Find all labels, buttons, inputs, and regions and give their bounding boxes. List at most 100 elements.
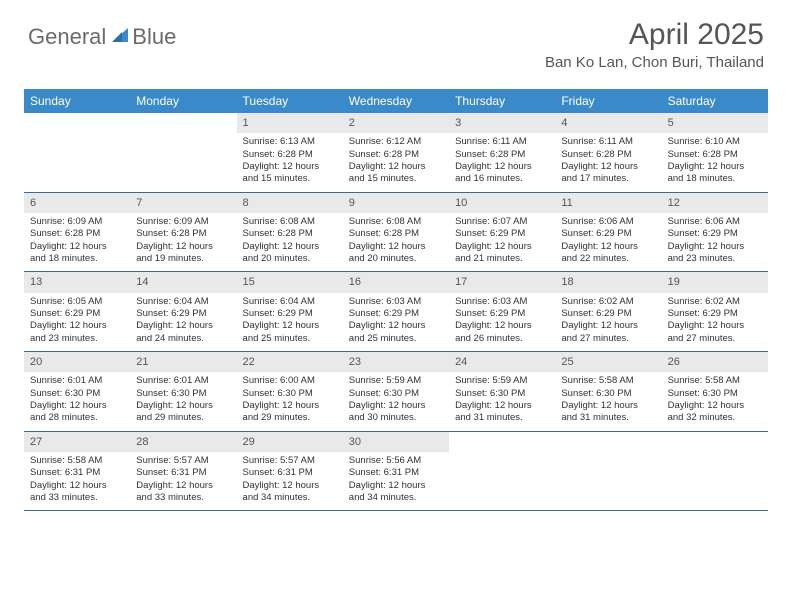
sunset-text: Sunset: 6:28 PM bbox=[349, 149, 443, 161]
day-cell: 11Sunrise: 6:06 AMSunset: 6:29 PMDayligh… bbox=[555, 193, 661, 272]
sunset-text: Sunset: 6:31 PM bbox=[30, 467, 124, 479]
sunrise-text: Sunrise: 5:59 AM bbox=[349, 375, 443, 387]
day-cell: 17Sunrise: 6:03 AMSunset: 6:29 PMDayligh… bbox=[449, 272, 555, 351]
sunset-text: Sunset: 6:29 PM bbox=[30, 308, 124, 320]
sunset-text: Sunset: 6:29 PM bbox=[561, 228, 655, 240]
sunrise-text: Sunrise: 6:02 AM bbox=[561, 296, 655, 308]
day-body: Sunrise: 6:06 AMSunset: 6:29 PMDaylight:… bbox=[662, 213, 768, 271]
day-number: 29 bbox=[237, 432, 343, 452]
day-number: 6 bbox=[24, 193, 130, 213]
sunset-text: Sunset: 6:30 PM bbox=[243, 388, 337, 400]
day-number: 1 bbox=[237, 113, 343, 133]
day-cell: 21Sunrise: 6:01 AMSunset: 6:30 PMDayligh… bbox=[130, 352, 236, 431]
day-body: Sunrise: 6:06 AMSunset: 6:29 PMDaylight:… bbox=[555, 213, 661, 271]
weekday-sun: Sunday bbox=[24, 89, 130, 113]
day-number: 20 bbox=[24, 352, 130, 372]
day-cell: 15Sunrise: 6:04 AMSunset: 6:29 PMDayligh… bbox=[237, 272, 343, 351]
page-title: April 2025 bbox=[545, 18, 764, 52]
sunrise-text: Sunrise: 6:01 AM bbox=[136, 375, 230, 387]
daylight-text: Daylight: 12 hours and 29 minutes. bbox=[243, 400, 337, 425]
day-number bbox=[449, 432, 555, 452]
day-body: Sunrise: 6:01 AMSunset: 6:30 PMDaylight:… bbox=[24, 372, 130, 430]
sunrise-text: Sunrise: 6:09 AM bbox=[30, 216, 124, 228]
weekday-tue: Tuesday bbox=[237, 89, 343, 113]
sunset-text: Sunset: 6:30 PM bbox=[455, 388, 549, 400]
week-row: 27Sunrise: 5:58 AMSunset: 6:31 PMDayligh… bbox=[24, 432, 768, 512]
day-cell bbox=[449, 432, 555, 511]
day-cell bbox=[662, 432, 768, 511]
weekday-fri: Friday bbox=[555, 89, 661, 113]
day-body: Sunrise: 6:07 AMSunset: 6:29 PMDaylight:… bbox=[449, 213, 555, 271]
sunset-text: Sunset: 6:28 PM bbox=[349, 228, 443, 240]
sunrise-text: Sunrise: 5:57 AM bbox=[136, 455, 230, 467]
daylight-text: Daylight: 12 hours and 21 minutes. bbox=[455, 241, 549, 266]
day-number: 13 bbox=[24, 272, 130, 292]
daylight-text: Daylight: 12 hours and 15 minutes. bbox=[243, 161, 337, 186]
sunset-text: Sunset: 6:28 PM bbox=[30, 228, 124, 240]
day-body: Sunrise: 6:03 AMSunset: 6:29 PMDaylight:… bbox=[449, 293, 555, 351]
day-cell: 10Sunrise: 6:07 AMSunset: 6:29 PMDayligh… bbox=[449, 193, 555, 272]
sunset-text: Sunset: 6:29 PM bbox=[561, 308, 655, 320]
day-number: 16 bbox=[343, 272, 449, 292]
day-cell: 1Sunrise: 6:13 AMSunset: 6:28 PMDaylight… bbox=[237, 113, 343, 192]
day-number: 14 bbox=[130, 272, 236, 292]
sunset-text: Sunset: 6:30 PM bbox=[668, 388, 762, 400]
day-number: 4 bbox=[555, 113, 661, 133]
daylight-text: Daylight: 12 hours and 26 minutes. bbox=[455, 320, 549, 345]
day-cell: 6Sunrise: 6:09 AMSunset: 6:28 PMDaylight… bbox=[24, 193, 130, 272]
day-number: 27 bbox=[24, 432, 130, 452]
sunset-text: Sunset: 6:28 PM bbox=[455, 149, 549, 161]
day-body: Sunrise: 6:03 AMSunset: 6:29 PMDaylight:… bbox=[343, 293, 449, 351]
sunset-text: Sunset: 6:28 PM bbox=[243, 228, 337, 240]
day-body bbox=[662, 452, 768, 510]
day-body: Sunrise: 5:58 AMSunset: 6:30 PMDaylight:… bbox=[555, 372, 661, 430]
daylight-text: Daylight: 12 hours and 18 minutes. bbox=[668, 161, 762, 186]
day-body: Sunrise: 6:04 AMSunset: 6:29 PMDaylight:… bbox=[130, 293, 236, 351]
location: Ban Ko Lan, Chon Buri, Thailand bbox=[545, 54, 764, 71]
day-body: Sunrise: 6:09 AMSunset: 6:28 PMDaylight:… bbox=[130, 213, 236, 271]
sunrise-text: Sunrise: 6:12 AM bbox=[349, 136, 443, 148]
day-body: Sunrise: 5:56 AMSunset: 6:31 PMDaylight:… bbox=[343, 452, 449, 510]
day-cell: 8Sunrise: 6:08 AMSunset: 6:28 PMDaylight… bbox=[237, 193, 343, 272]
sunrise-text: Sunrise: 6:10 AM bbox=[668, 136, 762, 148]
day-number: 7 bbox=[130, 193, 236, 213]
daylight-text: Daylight: 12 hours and 28 minutes. bbox=[30, 400, 124, 425]
day-number: 9 bbox=[343, 193, 449, 213]
day-cell: 18Sunrise: 6:02 AMSunset: 6:29 PMDayligh… bbox=[555, 272, 661, 351]
day-body: Sunrise: 5:59 AMSunset: 6:30 PMDaylight:… bbox=[343, 372, 449, 430]
sunrise-text: Sunrise: 6:09 AM bbox=[136, 216, 230, 228]
daylight-text: Daylight: 12 hours and 27 minutes. bbox=[668, 320, 762, 345]
day-number: 26 bbox=[662, 352, 768, 372]
sunrise-text: Sunrise: 6:06 AM bbox=[668, 216, 762, 228]
day-body: Sunrise: 6:01 AMSunset: 6:30 PMDaylight:… bbox=[130, 372, 236, 430]
sunrise-text: Sunrise: 5:56 AM bbox=[349, 455, 443, 467]
day-cell: 20Sunrise: 6:01 AMSunset: 6:30 PMDayligh… bbox=[24, 352, 130, 431]
day-cell: 4Sunrise: 6:11 AMSunset: 6:28 PMDaylight… bbox=[555, 113, 661, 192]
sunset-text: Sunset: 6:29 PM bbox=[455, 308, 549, 320]
day-number: 3 bbox=[449, 113, 555, 133]
sunset-text: Sunset: 6:29 PM bbox=[136, 308, 230, 320]
sunset-text: Sunset: 6:30 PM bbox=[30, 388, 124, 400]
day-body: Sunrise: 6:02 AMSunset: 6:29 PMDaylight:… bbox=[662, 293, 768, 351]
sunset-text: Sunset: 6:28 PM bbox=[243, 149, 337, 161]
week-row: 20Sunrise: 6:01 AMSunset: 6:30 PMDayligh… bbox=[24, 352, 768, 432]
sunset-text: Sunset: 6:28 PM bbox=[561, 149, 655, 161]
day-body: Sunrise: 6:11 AMSunset: 6:28 PMDaylight:… bbox=[449, 133, 555, 191]
daylight-text: Daylight: 12 hours and 30 minutes. bbox=[349, 400, 443, 425]
day-cell: 23Sunrise: 5:59 AMSunset: 6:30 PMDayligh… bbox=[343, 352, 449, 431]
day-cell: 22Sunrise: 6:00 AMSunset: 6:30 PMDayligh… bbox=[237, 352, 343, 431]
daylight-text: Daylight: 12 hours and 33 minutes. bbox=[136, 480, 230, 505]
sunrise-text: Sunrise: 5:59 AM bbox=[455, 375, 549, 387]
day-cell: 9Sunrise: 6:08 AMSunset: 6:28 PMDaylight… bbox=[343, 193, 449, 272]
daylight-text: Daylight: 12 hours and 22 minutes. bbox=[561, 241, 655, 266]
day-cell: 7Sunrise: 6:09 AMSunset: 6:28 PMDaylight… bbox=[130, 193, 236, 272]
sunrise-text: Sunrise: 6:02 AM bbox=[668, 296, 762, 308]
day-body: Sunrise: 6:10 AMSunset: 6:28 PMDaylight:… bbox=[662, 133, 768, 191]
day-number: 10 bbox=[449, 193, 555, 213]
daylight-text: Daylight: 12 hours and 15 minutes. bbox=[349, 161, 443, 186]
daylight-text: Daylight: 12 hours and 20 minutes. bbox=[243, 241, 337, 266]
daylight-text: Daylight: 12 hours and 25 minutes. bbox=[243, 320, 337, 345]
daylight-text: Daylight: 12 hours and 19 minutes. bbox=[136, 241, 230, 266]
day-cell: 25Sunrise: 5:58 AMSunset: 6:30 PMDayligh… bbox=[555, 352, 661, 431]
day-body bbox=[449, 452, 555, 510]
